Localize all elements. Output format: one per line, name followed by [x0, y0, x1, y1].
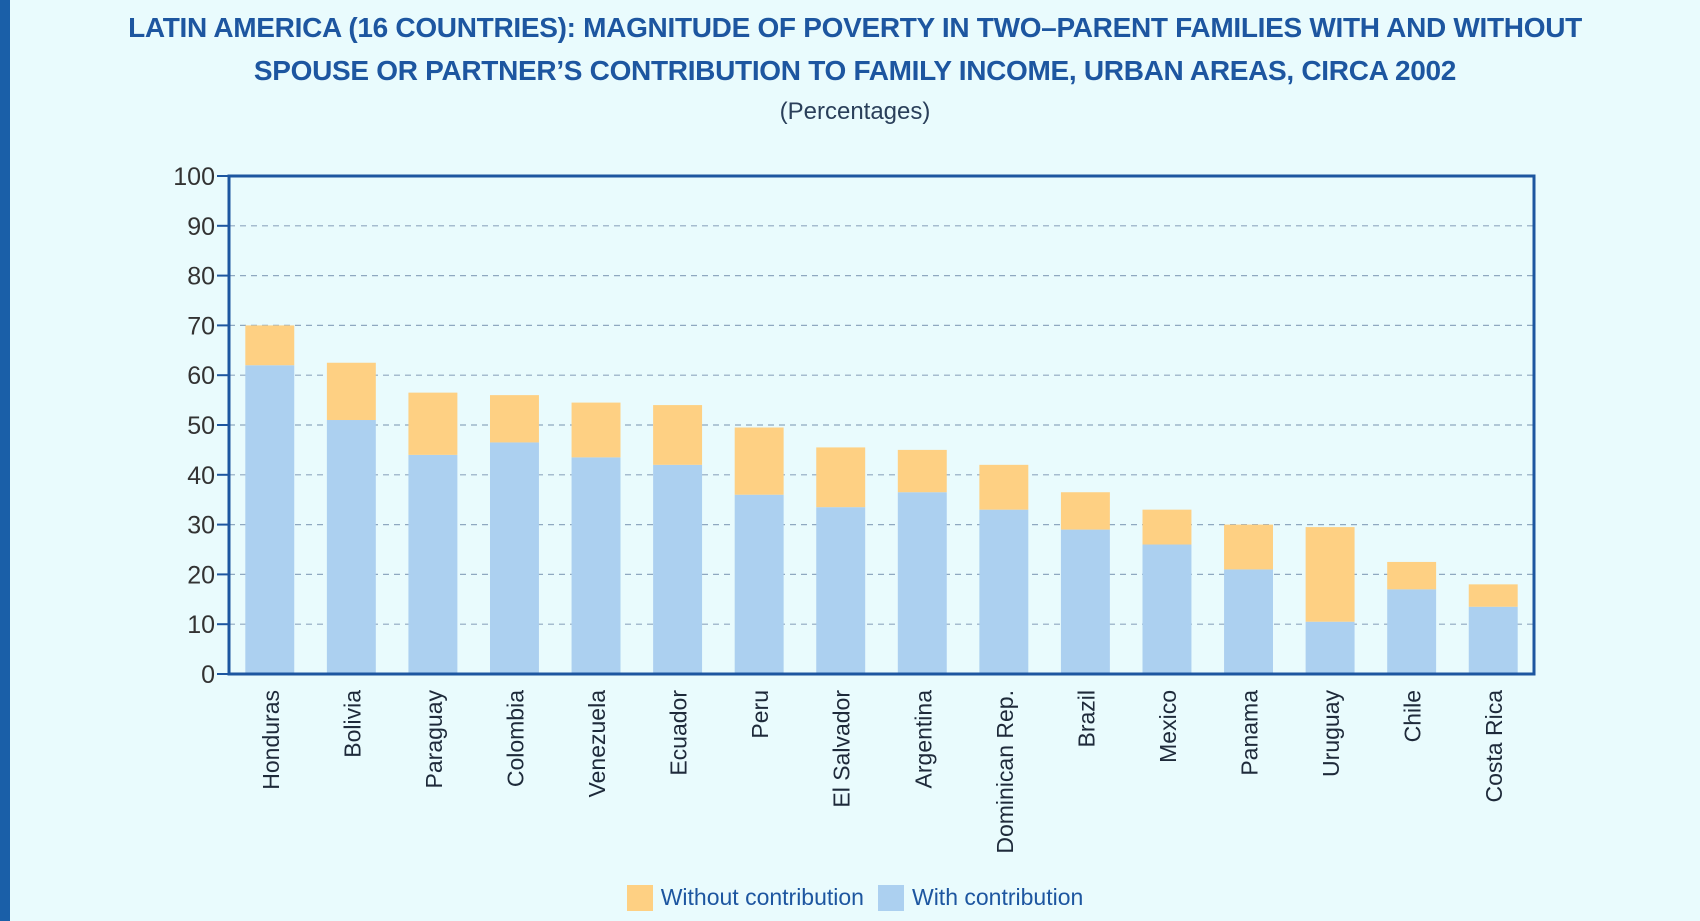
bar-without-contribution: [653, 405, 703, 465]
bar-with-contribution: [408, 454, 458, 674]
legend-item-without: Without contribution: [626, 884, 864, 911]
x-tick-label: Peru: [747, 690, 773, 739]
bar-without-contribution: [408, 392, 458, 455]
bar-without-contribution: [1468, 584, 1518, 607]
bar-without-contribution: [571, 402, 621, 458]
bar-with-contribution: [1468, 606, 1518, 674]
legend-item-with: With contribution: [877, 884, 1084, 911]
chart-legend: Without contribution With contribution: [10, 884, 1700, 911]
bar-without-contribution: [245, 325, 295, 366]
bar-with-contribution: [1060, 529, 1110, 674]
chart-title-line2: SPOUSE OR PARTNER’S CONTRIBUTION TO FAMI…: [253, 55, 1457, 86]
legend-swatch-without: [626, 884, 653, 911]
bar-with-contribution: [571, 457, 621, 674]
x-tick-label: Colombia: [502, 690, 528, 787]
bar-with-contribution: [1387, 589, 1437, 674]
x-tick-label: Panama: [1237, 690, 1263, 776]
y-tick-label: 10: [187, 611, 215, 639]
x-tick-label: Mexico: [1155, 690, 1181, 763]
y-tick-label: 30: [187, 512, 215, 540]
x-tick-label: Bolivia: [339, 690, 365, 758]
bar-with-contribution: [245, 365, 295, 674]
x-tick-label: Uruguay: [1318, 690, 1344, 777]
y-tick-label: 100: [173, 163, 215, 191]
bar-without-contribution: [1305, 527, 1355, 622]
x-tick-label: Ecuador: [666, 690, 692, 776]
bar-with-contribution: [490, 442, 539, 674]
chart-slide: LATIN AMERICA (16 COUNTRIES): MAGNITUDE …: [10, 0, 1700, 921]
legend-label-with: With contribution: [911, 884, 1084, 910]
bar-with-contribution: [816, 507, 866, 674]
bar-with-contribution: [1142, 544, 1192, 674]
bar-without-contribution: [1142, 509, 1192, 545]
chart-title-line1: LATIN AMERICA (16 COUNTRIES): MAGNITUDE …: [128, 12, 1582, 43]
bar-without-contribution: [1224, 524, 1273, 570]
bar-without-contribution: [734, 427, 784, 495]
x-tick-label: El Salvador: [829, 690, 855, 808]
x-tick-label: Dominican Rep.: [992, 690, 1018, 854]
x-tick-label: Chile: [1400, 690, 1426, 742]
plot-frame: [227, 174, 1536, 676]
y-tick-label: 40: [187, 462, 215, 490]
bar-without-contribution: [897, 449, 947, 493]
x-tick-label: Paraguay: [421, 690, 447, 789]
y-tick-label: 20: [187, 561, 215, 589]
y-tick-label: 70: [187, 312, 215, 340]
bar-without-contribution: [1387, 561, 1437, 590]
bar-with-contribution: [1305, 621, 1355, 674]
x-tick-label: Venezuela: [584, 690, 610, 798]
x-tick-label: Honduras: [258, 690, 284, 790]
legend-swatch-with: [877, 884, 904, 911]
legend-label-without: Without contribution: [660, 884, 864, 910]
bar-with-contribution: [653, 464, 703, 674]
bar-with-contribution: [897, 492, 947, 674]
bar-without-contribution: [1060, 492, 1110, 530]
y-tick-label: 60: [187, 362, 215, 390]
y-tick-label: 80: [187, 263, 215, 291]
bar-without-contribution: [816, 447, 866, 508]
bar-with-contribution: [326, 420, 376, 674]
bar-without-contribution: [490, 395, 539, 443]
y-tick-label: 90: [187, 213, 215, 241]
y-tick-label: 50: [187, 412, 215, 440]
bar-with-contribution: [1224, 569, 1273, 674]
bar-with-contribution: [734, 494, 784, 674]
x-tick-label: Argentina: [910, 690, 936, 789]
bar-without-contribution: [979, 464, 1029, 510]
stacked-bar-chart: 0 10 20 30 40 50 60 70 80 90 100 Honduras Bolivia Par…: [173, 163, 1536, 854]
bar-with-contribution: [979, 509, 1029, 674]
x-tick-label: Brazil: [1073, 690, 1099, 748]
x-tick-label: Costa Rica: [1481, 690, 1507, 803]
y-tick-label: 0: [201, 661, 215, 689]
chart-subtitle: (Percentages): [779, 98, 931, 125]
bar-without-contribution: [326, 362, 376, 421]
